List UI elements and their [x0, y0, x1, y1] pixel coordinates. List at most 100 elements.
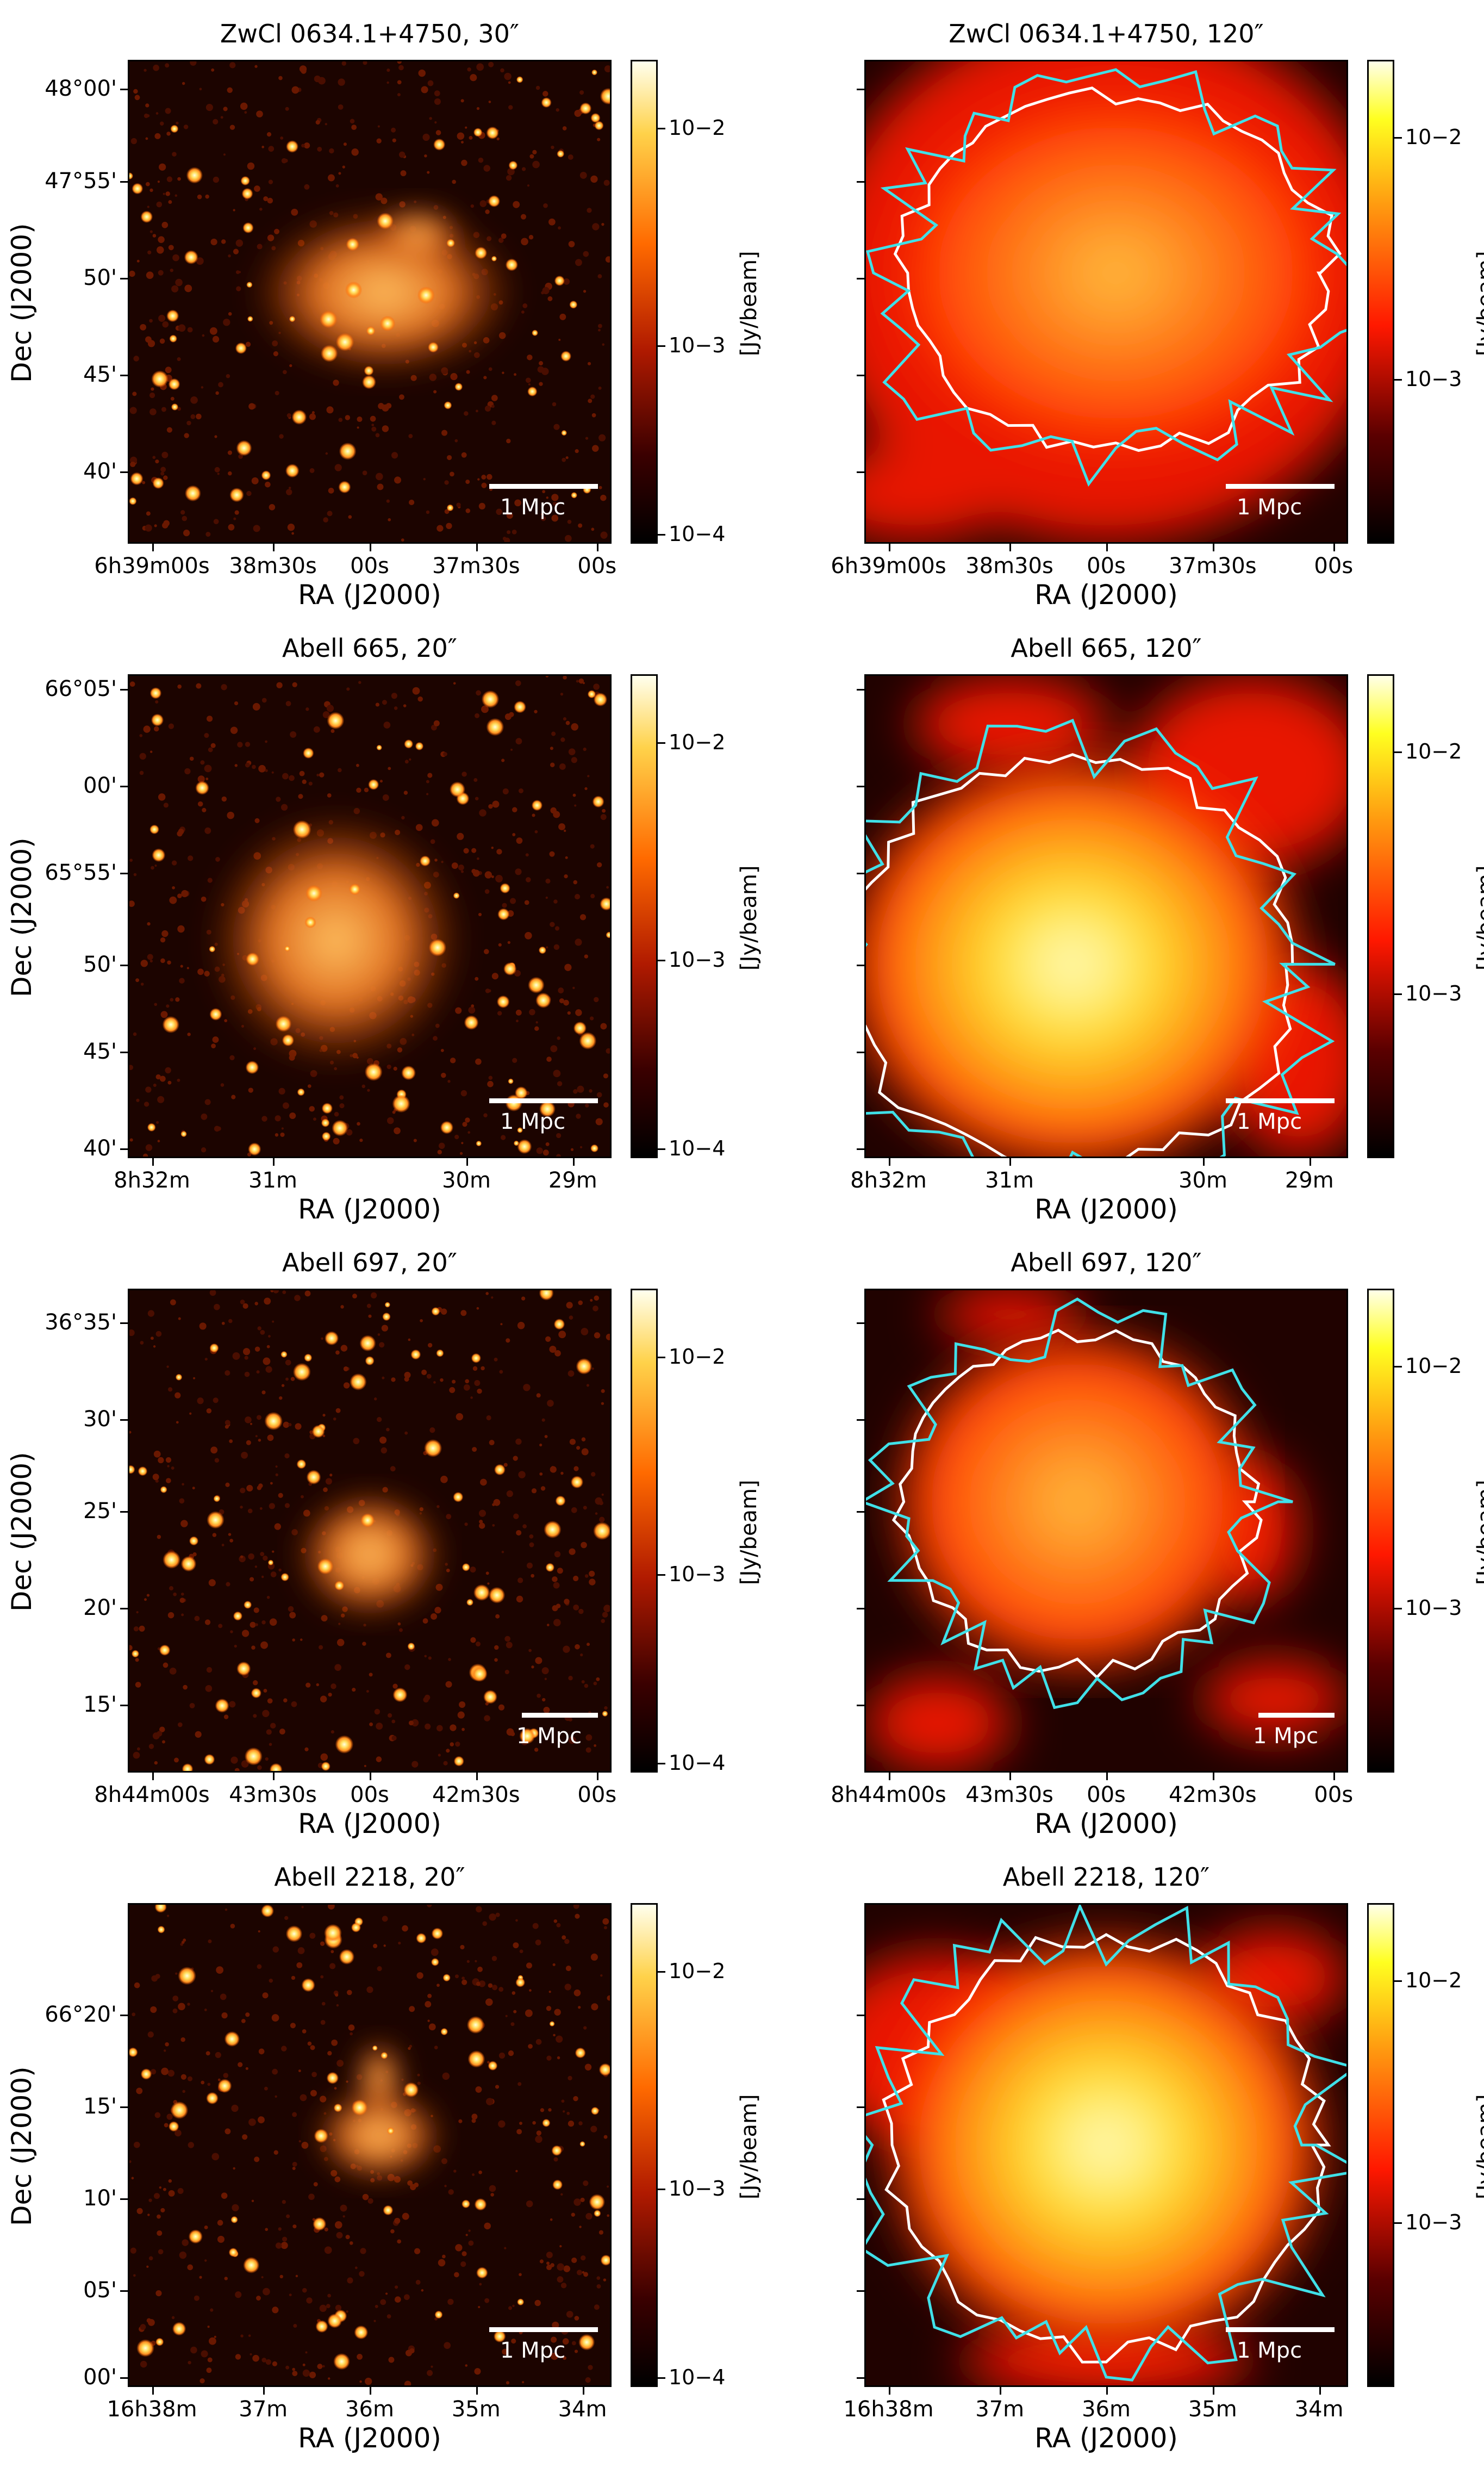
noise-speckle	[310, 2045, 315, 2050]
noise-speckle	[129, 900, 135, 907]
noise-speckle	[295, 2274, 298, 2278]
noise-speckle	[399, 201, 406, 208]
noise-speckle	[528, 2044, 533, 2049]
point-source	[171, 403, 179, 411]
noise-speckle	[146, 2265, 149, 2268]
point-source	[170, 2101, 189, 2119]
x-tick-label: 37m	[975, 2397, 1025, 2422]
noise-speckle	[568, 1370, 575, 1377]
noise-speckle	[553, 1619, 561, 1627]
noise-speckle	[317, 2364, 323, 2370]
noise-speckle	[516, 837, 523, 844]
noise-speckle	[483, 165, 490, 172]
noise-speckle	[404, 2294, 410, 2301]
noise-speckle	[334, 464, 342, 471]
noise-speckle	[133, 1032, 137, 1036]
point-source	[333, 2353, 350, 2370]
noise-speckle	[317, 146, 322, 152]
noise-speckle	[208, 1579, 216, 1587]
noise-speckle	[491, 846, 494, 849]
noise-speckle	[479, 200, 487, 207]
noise-speckle	[241, 1630, 250, 1637]
panel-title: Abell 665, 20″	[282, 633, 457, 663]
noise-speckle	[275, 1473, 278, 1477]
noise-speckle	[171, 860, 177, 866]
noise-speckle	[554, 1350, 561, 1357]
noise-speckle	[603, 2278, 607, 2282]
white-contour	[882, 1933, 1331, 2364]
noise-speckle	[410, 2184, 416, 2191]
noise-speckle	[424, 1655, 427, 1658]
point-source	[442, 1974, 451, 1982]
y-tick-mark	[120, 374, 128, 376]
point-source	[228, 2247, 238, 2257]
noise-speckle	[502, 903, 507, 908]
noise-speckle	[152, 456, 156, 459]
faint-emission	[866, 1290, 1346, 1771]
noise-speckle	[596, 1092, 602, 1098]
noise-speckle	[371, 1292, 377, 1298]
noise-speckle	[234, 1768, 240, 1771]
noise-speckle	[228, 254, 231, 258]
point-source	[404, 739, 414, 749]
noise-speckle	[545, 1142, 550, 1146]
noise-speckle	[352, 1688, 356, 1692]
noise-speckle	[551, 514, 559, 522]
noise-speckle	[585, 1747, 591, 1753]
point-source	[376, 744, 382, 751]
noise-speckle	[495, 875, 503, 882]
noise-speckle	[177, 2188, 184, 2194]
noise-speckle	[593, 1306, 598, 1311]
noise-speckle	[491, 405, 495, 408]
noise-speckle	[382, 794, 389, 801]
noise-speckle	[232, 1352, 240, 1360]
y-tick-mark	[857, 2198, 864, 2200]
point-source	[573, 1021, 587, 1035]
noise-speckle	[356, 763, 359, 767]
noise-speckle	[426, 1373, 432, 1379]
point-source	[531, 799, 543, 811]
point-source	[235, 342, 247, 355]
noise-speckle	[290, 731, 297, 738]
noise-speckle	[501, 759, 505, 762]
point-source	[269, 1763, 283, 1771]
noise-speckle	[333, 1137, 340, 1145]
noise-speckle	[168, 2179, 172, 2183]
noise-speckle	[580, 2197, 585, 2203]
noise-speckle	[130, 138, 137, 145]
noise-speckle	[448, 1658, 451, 1661]
noise-speckle	[164, 2123, 169, 2128]
noise-speckle	[260, 1641, 268, 1649]
noise-speckle	[571, 2212, 575, 2217]
point-source	[244, 1747, 263, 1766]
y-tick-label: 47°55'	[45, 168, 117, 194]
noise-speckle	[258, 1483, 263, 1488]
point-source	[483, 1689, 497, 1704]
noise-speckle	[278, 1493, 283, 1498]
point-source	[494, 1464, 506, 1476]
noise-speckle	[373, 2320, 376, 2322]
x-tick-mark	[1203, 1158, 1205, 1166]
noise-speckle	[278, 2227, 282, 2231]
x-tick-label: 29m	[1285, 1168, 1334, 1193]
x-tick-label: 31m	[248, 1168, 297, 1193]
noise-speckle	[263, 1688, 267, 1693]
y-tick-label: 15'	[83, 1692, 117, 1718]
y-tick-mark	[120, 2198, 128, 2200]
point-source	[539, 1290, 554, 1301]
point-source	[140, 2068, 152, 2080]
noise-speckle	[145, 182, 150, 187]
noise-speckle	[603, 1926, 607, 1930]
noise-speckle	[160, 467, 166, 473]
noise-speckle	[598, 2230, 603, 2235]
noise-speckle	[212, 1036, 219, 1043]
noise-speckle	[545, 896, 548, 899]
noise-speckle	[147, 2031, 154, 2038]
noise-speckle	[233, 248, 239, 254]
noise-speckle	[534, 830, 538, 834]
noise-speckle	[333, 380, 339, 386]
noise-speckle	[388, 767, 391, 770]
noise-speckle	[597, 138, 601, 141]
noise-speckle	[584, 787, 588, 790]
noise-speckle	[378, 403, 384, 409]
